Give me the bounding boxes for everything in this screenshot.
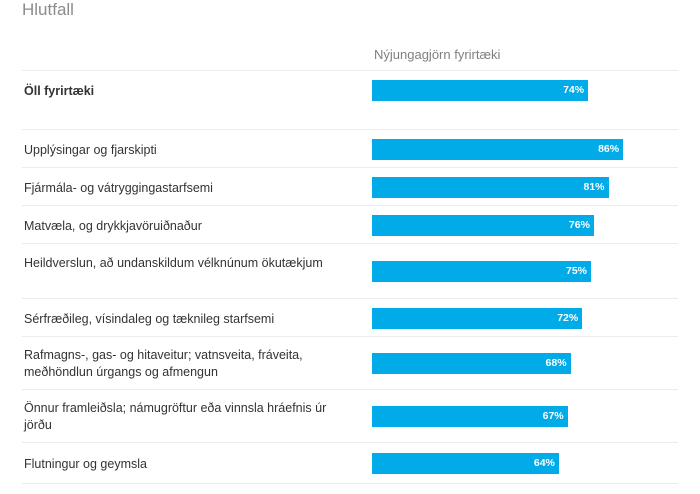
category-label: Sérfræðileg, vísindaleg og tæknileg star… [24, 312, 275, 326]
chart-row: Heildverslun, að undanskildum vélknúnum … [22, 243, 678, 299]
column-header: Nýjungagjörn fyrirtæki [374, 47, 501, 62]
bar: 72% [372, 308, 583, 329]
category-label: Fjármála- og vátryggingastarfsemi [24, 181, 213, 195]
bar-value-label: 76% [568, 219, 590, 231]
category-label: Heildverslun, að undanskildum vélknúnum … [24, 256, 323, 270]
bar-value-label: 75% [565, 265, 587, 277]
category-label: Flutningur og geymsla [24, 457, 147, 471]
bar: 75% [372, 261, 591, 282]
chart-row: Matvæla, og drykkjavöruiðnaður 76% [22, 205, 678, 244]
chart-row: Upplýsingar og fjarskipti 86% [22, 129, 678, 168]
category-label: Upplýsingar og fjarskipti [24, 143, 157, 157]
bar: 68% [372, 353, 571, 374]
chart-row: Flutningur og geymsla 64% [22, 442, 678, 484]
chart-row: Rafmagns-, gas- og hitaveitur; vatnsveit… [22, 336, 678, 390]
chart-title: Hlutfall [22, 0, 74, 19]
bar: 74% [372, 80, 589, 101]
bar-value-label: 68% [545, 357, 567, 369]
chart-row: Fjármála- og vátryggingastarfsemi 81% [22, 167, 678, 206]
category-label: Matvæla, og drykkjavöruiðnaður [24, 219, 202, 233]
bar-value-label: 64% [533, 457, 555, 469]
bar: 67% [372, 406, 568, 427]
category-label: Rafmagns-, gas- og hitaveitur; vatnsveit… [24, 348, 303, 379]
chart-row: Öll fyrirtæki 74% [22, 70, 678, 109]
bar: 64% [372, 453, 559, 474]
chart-row: Önnur framleiðsla; námugröftur eða vinns… [22, 389, 678, 443]
bar: 81% [372, 177, 609, 198]
bar-value-label: 74% [563, 84, 585, 96]
category-label: Önnur framleiðsla; námugröftur eða vinns… [24, 401, 327, 432]
bar: 76% [372, 215, 594, 236]
bar-value-label: 72% [557, 312, 579, 324]
chart-row: Sérfræðileg, vísindaleg og tæknileg star… [22, 298, 678, 337]
bar: 86% [372, 139, 624, 160]
category-label: Öll fyrirtæki [24, 84, 95, 98]
bar-value-label: 81% [583, 181, 605, 193]
bar-value-label: 67% [542, 410, 564, 422]
bar-value-label: 86% [598, 143, 620, 155]
